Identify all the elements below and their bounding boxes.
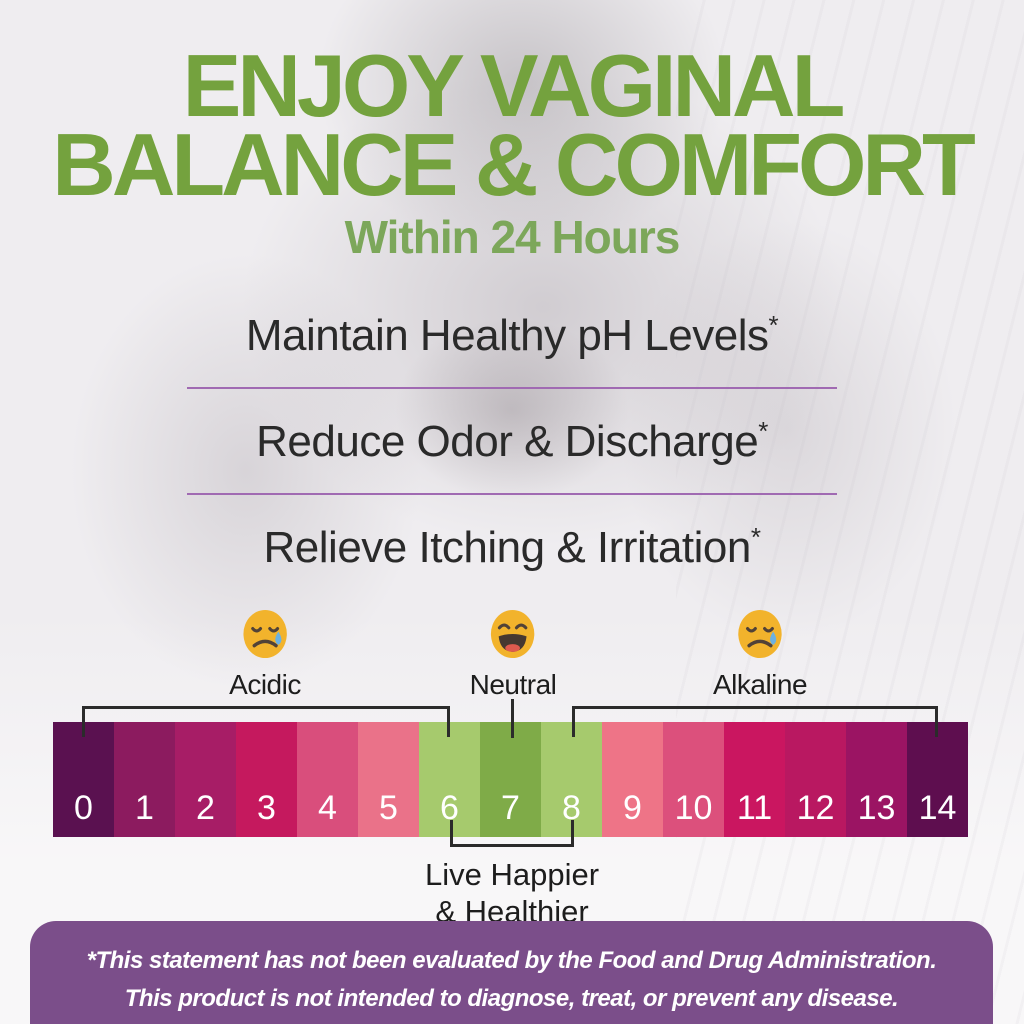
ph-cell-14: 14 bbox=[907, 722, 968, 837]
benefit-odor-discharge: Reduce Odor & Discharge* bbox=[0, 416, 1024, 467]
benefit-text: Maintain Healthy pH Levels bbox=[245, 311, 769, 360]
neutral-pointer-line bbox=[511, 699, 514, 738]
healthy-range-label-line-1: Live Happier bbox=[424, 857, 600, 892]
ph-cell-1: 1 bbox=[114, 722, 175, 837]
footnote-marker: * bbox=[750, 522, 761, 552]
page-title: ENJOY VAGINAL BALANCE & COMFORT bbox=[0, 36, 1024, 214]
alkaline-range-bracket bbox=[572, 706, 938, 737]
title-line-1: ENJOY VAGINAL bbox=[182, 36, 846, 135]
ph-cell-8: 8 bbox=[541, 722, 602, 837]
disclaimer-line-1: *This statement has not been evaluated b… bbox=[86, 947, 937, 974]
subtitle: Within 24 Hours bbox=[344, 211, 681, 263]
ph-cell-7: 7 bbox=[480, 722, 541, 837]
laughing-emoji-icon bbox=[491, 609, 535, 659]
benefit-text: Relieve Itching & Irritation bbox=[263, 523, 752, 572]
ph-cell-4: 4 bbox=[297, 722, 358, 837]
disclaimer-line-2: This product is not intended to diagnose… bbox=[124, 985, 899, 1012]
zone-alkaline: Alkaline bbox=[712, 602, 808, 701]
healthy-range-bracket bbox=[450, 820, 574, 847]
ph-cell-3: 3 bbox=[236, 722, 297, 837]
ph-scale-bar: 0 1 2 3 4 5 6 7 8 9 10 11 12 13 14 bbox=[53, 722, 968, 837]
ph-cell-9: 9 bbox=[602, 722, 663, 837]
ph-cell-13: 13 bbox=[846, 722, 907, 837]
ph-cell-11: 11 bbox=[724, 722, 785, 837]
acidic-range-bracket bbox=[82, 706, 450, 737]
zone-label-acidic: Acidic bbox=[229, 669, 301, 700]
ph-cell-6: 6 bbox=[419, 722, 480, 837]
footnote-marker: * bbox=[768, 310, 779, 340]
background-fabric-texture bbox=[675, 0, 1024, 1024]
ph-cell-10: 10 bbox=[663, 722, 724, 837]
ph-cell-2: 2 bbox=[175, 722, 236, 837]
ph-cell-12: 12 bbox=[785, 722, 846, 837]
divider-line bbox=[187, 493, 837, 495]
benefit-itching-irritation: Relieve Itching & Irritation* bbox=[0, 522, 1024, 573]
fda-disclaimer-banner: *This statement has not been evaluated b… bbox=[30, 921, 993, 1024]
title-line-2: BALANCE & COMFORT bbox=[52, 115, 975, 214]
zone-label-alkaline: Alkaline bbox=[712, 669, 808, 700]
benefit-ph-levels: Maintain Healthy pH Levels* bbox=[0, 310, 1024, 361]
zone-neutral: Neutral bbox=[470, 602, 557, 701]
zone-label-neutral: Neutral bbox=[469, 669, 557, 700]
divider-line bbox=[187, 387, 837, 389]
benefit-text: Reduce Odor & Discharge bbox=[256, 417, 759, 466]
sad-tear-emoji-icon bbox=[243, 609, 287, 659]
ph-cell-5: 5 bbox=[358, 722, 419, 837]
ph-cell-0: 0 bbox=[53, 722, 114, 837]
sad-tear-emoji-icon bbox=[738, 609, 782, 659]
zone-acidic: Acidic bbox=[229, 602, 301, 701]
healthy-range-label: Live Happier & Healthier bbox=[425, 856, 599, 930]
footnote-marker: * bbox=[758, 416, 768, 446]
